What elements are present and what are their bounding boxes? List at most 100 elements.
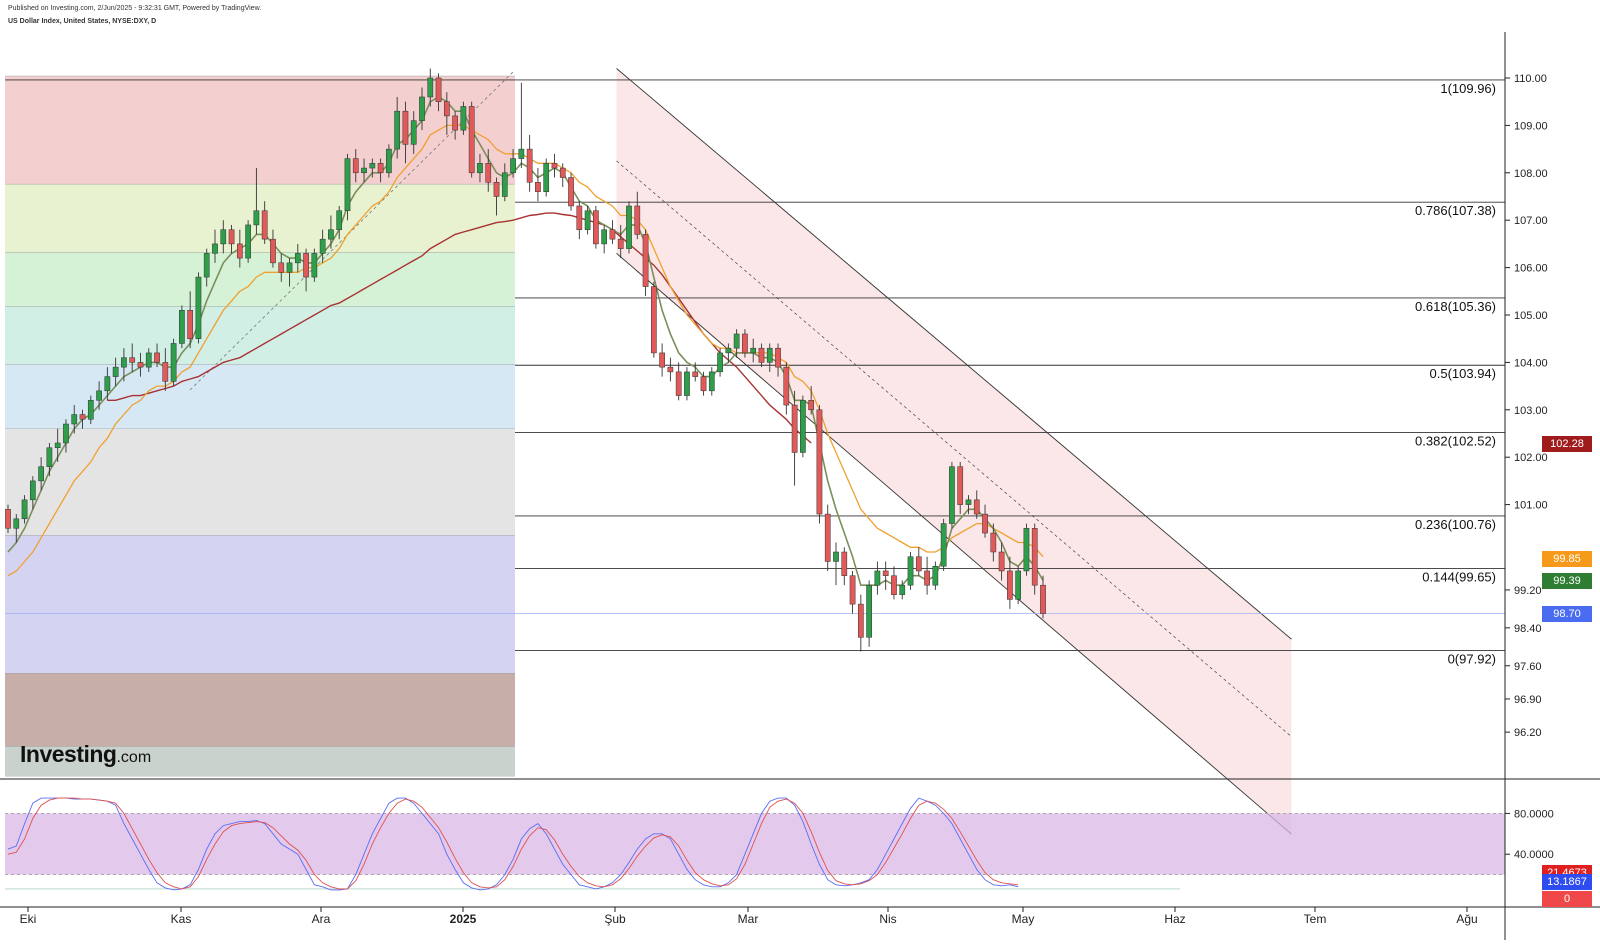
candle-up [584, 210, 591, 230]
candle-up [800, 400, 806, 453]
price-tick-label: 106.00 [1514, 263, 1548, 275]
candle-down [5, 509, 11, 529]
candle-up [477, 163, 483, 174]
candle-up [212, 243, 218, 254]
candle-up [87, 400, 94, 420]
candle-up [21, 499, 28, 520]
logo-suffix: .com [116, 749, 152, 766]
stochastic-panel: 80.0000 40.0000 [5, 797, 1554, 891]
candle-up [121, 357, 127, 368]
stoch-value-tag: 0 [1542, 891, 1592, 907]
price-tick-label: 101.00 [1514, 500, 1548, 512]
candle-down [924, 570, 930, 586]
candle-down [650, 286, 657, 354]
candle-down [667, 366, 674, 373]
candle-down [700, 376, 707, 392]
candle-down [535, 182, 541, 193]
candle-down [377, 163, 384, 174]
candle-down [973, 499, 980, 515]
channel-fill [616, 68, 1292, 835]
price-tag: 102.28 [1542, 435, 1592, 452]
fib-label: 0.618(105.36) [1415, 299, 1496, 314]
candle-down [228, 229, 235, 245]
candle-up [319, 238, 326, 254]
time-label: Kas [171, 912, 192, 926]
time-label: Şub [604, 912, 626, 926]
fib-label: 0(97.92) [1448, 652, 1496, 667]
axes: Eki Kas Ara 2025 Şub Mar Nis May Haz Tem Ağu [0, 32, 1600, 940]
candle-down [783, 366, 790, 406]
candle-up [501, 172, 508, 197]
candle-down [634, 205, 641, 235]
candle-down [79, 414, 86, 420]
candle-up [419, 96, 425, 121]
time-label: Tem [1304, 912, 1327, 926]
fibonacci-levels: 1(109.96) 0.786(107.38) 0.618(105.36) 0.5(1… [5, 79, 1505, 667]
candle-up [245, 224, 251, 259]
candle-down [187, 310, 194, 339]
time-label: Mar [738, 912, 759, 926]
price-tag: 99.85 [1542, 551, 1592, 568]
candle-up [71, 414, 78, 425]
candle-down [816, 409, 823, 515]
candle-up [601, 229, 608, 245]
candle-down [443, 101, 450, 117]
candle-up [46, 447, 53, 467]
time-label: Nis [879, 912, 896, 926]
candle-up [145, 352, 152, 368]
candle-down [692, 371, 699, 377]
candle-down [137, 362, 144, 368]
candle-down [559, 167, 566, 178]
price-tag: 99.39 [1542, 572, 1592, 589]
candle-up [203, 253, 210, 278]
candle-down [849, 575, 856, 605]
time-label: 2025 [450, 912, 477, 926]
candle-down [808, 400, 815, 411]
time-label: Eki [20, 912, 37, 926]
ma-slow-line [107, 212, 812, 444]
fib-zone-3 [5, 306, 515, 365]
candle-up [63, 423, 69, 444]
price-tick-label: 103.00 [1514, 405, 1548, 417]
candle-down [576, 205, 583, 230]
price-tick-label: 105.00 [1514, 310, 1548, 322]
price-tick-label: 98.40 [1514, 623, 1542, 635]
candle-up [717, 352, 723, 373]
fib-zone-5 [5, 428, 515, 536]
candle-up [1023, 528, 1030, 572]
candle-up [170, 343, 177, 382]
stoch-band [5, 813, 1505, 875]
published-note: Published on Investing.com, 2/Jun/2025 -… [8, 5, 262, 12]
candle-up [750, 347, 757, 354]
candle-up [899, 584, 906, 595]
candle-down [841, 551, 848, 576]
time-label: Haz [1164, 912, 1185, 926]
candle-up [725, 347, 732, 354]
candle-up [361, 167, 367, 174]
candle-up [1015, 570, 1022, 600]
candle-up [104, 376, 111, 392]
fib-zone-6 [5, 535, 515, 674]
candle-down [617, 238, 624, 249]
candle-down [303, 253, 309, 278]
candle-down [758, 347, 765, 363]
candle-down [775, 347, 781, 368]
fib-zone-7 [5, 673, 515, 747]
candle-down [402, 110, 409, 145]
candle-up [179, 310, 185, 344]
candle-up [220, 229, 227, 245]
candle-down [278, 262, 285, 273]
stoch-tick-label: 80.0000 [1514, 808, 1554, 820]
candle-down [1031, 528, 1038, 586]
fib-label: 1(109.96) [1440, 81, 1496, 96]
candle-up [518, 148, 525, 159]
candle-down [998, 551, 1005, 572]
candle-down [526, 148, 533, 183]
investing-logo[interactable]: Investing.com [20, 741, 151, 768]
logo-main: Investing [20, 741, 117, 767]
candle-up [940, 523, 947, 567]
candle-down [129, 357, 136, 363]
candle-down [857, 603, 864, 638]
candle-up [907, 556, 914, 586]
candle-up [38, 466, 44, 482]
